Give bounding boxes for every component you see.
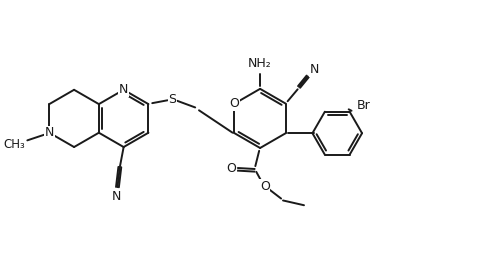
- Text: Br: Br: [357, 100, 371, 113]
- Text: S: S: [168, 93, 176, 106]
- Text: N: N: [119, 83, 128, 96]
- Text: N: N: [112, 190, 121, 203]
- Text: NH₂: NH₂: [248, 57, 272, 70]
- Text: O: O: [229, 97, 239, 110]
- Text: CH₃: CH₃: [3, 138, 25, 151]
- Text: N: N: [45, 126, 54, 139]
- Text: O: O: [260, 180, 270, 193]
- Text: N: N: [310, 63, 319, 76]
- Text: O: O: [226, 162, 236, 174]
